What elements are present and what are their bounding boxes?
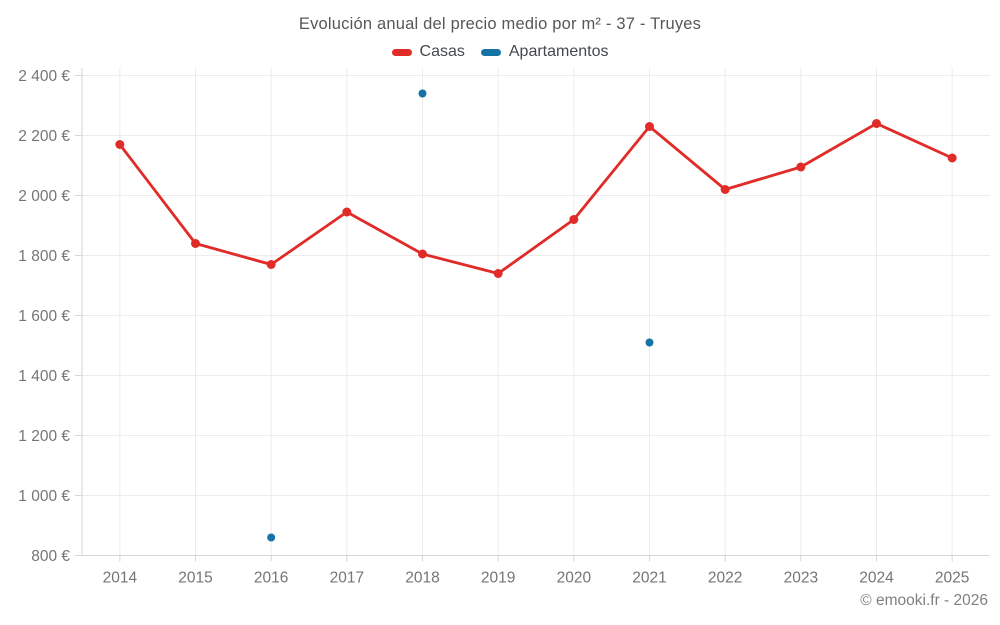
copyright-footer: © emooki.fr - 2026 xyxy=(860,592,988,609)
x-axis-tick-label: 2023 xyxy=(784,570,818,587)
data-point-casas-2024[interactable] xyxy=(872,119,881,128)
data-point-apartamentos-2018[interactable] xyxy=(418,89,427,98)
y-axis-tick-label: 1 800 € xyxy=(18,248,70,265)
x-axis-tick-label: 2024 xyxy=(859,570,894,587)
data-point-casas-2020[interactable] xyxy=(569,215,579,224)
x-axis-tick-label: 2019 xyxy=(481,570,515,587)
data-point-casas-2023[interactable] xyxy=(796,162,806,172)
data-point-casas-2022[interactable] xyxy=(720,185,730,194)
x-axis-tick-label: 2016 xyxy=(254,570,288,587)
x-axis-tick-label: 2015 xyxy=(178,570,212,587)
y-axis-tick-label: 1 000 € xyxy=(18,488,70,505)
y-axis-tick-label: 2 000 € xyxy=(18,188,70,205)
y-axis-tick-label: 800 € xyxy=(31,548,70,565)
y-axis-tick-label: 1 200 € xyxy=(18,428,70,445)
data-point-casas-2017[interactable] xyxy=(342,207,352,217)
data-point-casas-2019[interactable] xyxy=(493,269,503,278)
legend-label-casas: Casas xyxy=(419,43,465,60)
data-point-casas-2018[interactable] xyxy=(418,249,427,259)
data-point-casas-2015[interactable] xyxy=(191,239,200,248)
x-axis-tick-label: 2021 xyxy=(632,570,666,587)
x-axis-tick-label: 2018 xyxy=(405,570,439,587)
y-axis-tick-label: 1 400 € xyxy=(18,368,70,385)
chart-legend: Casas Apartamentos xyxy=(0,43,1000,61)
x-axis-tick-label: 2017 xyxy=(330,570,364,587)
data-point-apartamentos-2021[interactable] xyxy=(645,338,654,347)
x-axis-tick-label: 2014 xyxy=(103,570,138,587)
data-point-apartamentos-2016[interactable] xyxy=(267,533,276,542)
y-axis-tick-label: 2 200 € xyxy=(18,128,70,145)
data-point-casas-2021[interactable] xyxy=(645,122,654,131)
legend-item-casas[interactable]: Casas xyxy=(391,43,465,61)
apartamentos-legend-swatch-icon xyxy=(480,48,501,56)
series-line-casas xyxy=(118,122,954,275)
data-point-casas-2025[interactable] xyxy=(947,153,957,163)
legend-label-apartamentos: Apartamentos xyxy=(508,43,609,60)
y-axis-tick-label: 2 400 € xyxy=(18,68,70,85)
data-point-casas-2014[interactable] xyxy=(115,140,125,149)
chart-title: Evolución anual del precio medio por m² … xyxy=(298,15,702,33)
x-axis-tick-label: 2020 xyxy=(557,570,592,587)
x-axis-tick-label: 2022 xyxy=(708,570,742,587)
y-axis-tick-label: 1 600 € xyxy=(18,308,70,325)
x-axis-tick-label: 2025 xyxy=(935,570,969,587)
casas-legend-swatch-icon xyxy=(391,48,412,56)
legend-item-apartamentos[interactable]: Apartamentos xyxy=(480,43,609,61)
data-point-casas-2016[interactable] xyxy=(266,260,276,269)
